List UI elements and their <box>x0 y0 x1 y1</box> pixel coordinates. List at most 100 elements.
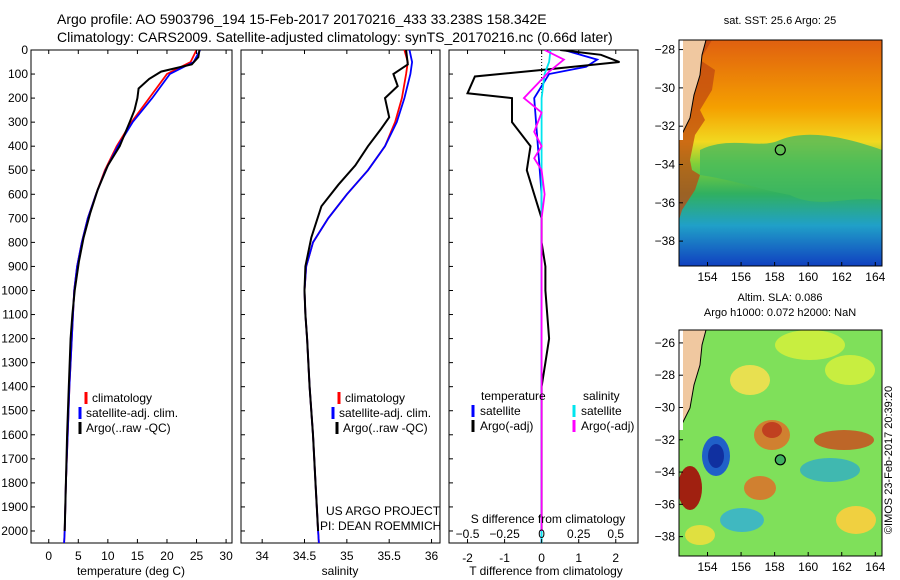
sla-anomaly-low <box>800 458 860 482</box>
x-tick-label: 25 <box>190 549 204 563</box>
sla-anomaly-high <box>679 466 702 510</box>
lat-tick-label: −26 <box>655 336 676 350</box>
pi-label: PI: DEAN ROEMMICH <box>320 519 441 533</box>
lat-tick-label: −32 <box>655 119 676 133</box>
sst-lon-ticks: 154 156 158 160 162 164 <box>698 262 886 284</box>
sla-anomaly-low <box>708 444 724 468</box>
s-tick-label: 0 <box>538 527 545 541</box>
y-tick-label: 2000 <box>1 524 28 538</box>
lon-tick-label: 162 <box>832 560 852 574</box>
x-tick-label: 36 <box>425 549 439 563</box>
sla-map-panel: Altim. SLA: 0.086 Argo h1000: 0.072 h200… <box>655 292 886 574</box>
difference-series-group <box>466 50 620 543</box>
lon-tick-label: 160 <box>798 270 818 284</box>
y-tick-label: 100 <box>8 67 28 81</box>
sst-lat-ticks: −28 −30 −32 −34 −36 −38 <box>655 43 683 248</box>
y-tick-label: 1400 <box>1 380 28 394</box>
x-tick-label: 30 <box>219 549 233 563</box>
lon-tick-label: 160 <box>798 560 818 574</box>
x-tick-label: 20 <box>160 549 174 563</box>
s-diff-ticks: −0.5 −0.25 0 0.25 0.5 <box>456 527 625 541</box>
sst-map-frame <box>678 39 883 267</box>
y-tick-label: 1000 <box>1 283 28 297</box>
salinity-series-group <box>303 50 414 543</box>
difference-panel: -2 -1 0 1 2 −0.5 −0.25 0 0.25 0.5 S difference f… <box>448 49 639 578</box>
x-tick-label: 0 <box>45 549 52 563</box>
sst-argo-marker <box>774 144 786 156</box>
x-tick-label: 35 <box>340 549 354 563</box>
y-tick-label: 500 <box>8 163 28 177</box>
temperature-panel: 0 5 10 15 20 25 30 0 100 200 300 400 500 600 700 800 90… <box>1 43 233 578</box>
y-tick-label: 600 <box>8 187 28 201</box>
sla-blob <box>836 506 876 534</box>
sla-argo-marker <box>774 454 786 466</box>
series-argo-raw-qc- <box>63 50 201 532</box>
lat-tick-label: −28 <box>655 368 676 382</box>
legend-climatology-label: climatology <box>345 391 405 405</box>
legend-s-argo-label: Argo(-adj) <box>581 419 634 433</box>
sst-map-panel: sat. SST: 25.6 Argo: 25 154 156 158 160 162 1… <box>655 15 886 284</box>
sla-blob <box>775 330 845 360</box>
sst-nodata-strip <box>679 40 683 140</box>
lat-tick-label: −30 <box>655 81 676 95</box>
lon-tick-label: 162 <box>832 270 852 284</box>
series-t-satellite <box>533 50 600 543</box>
y-tick-label: 1100 <box>2 308 28 322</box>
temperature-x-label: temperature (deg C) <box>77 564 185 578</box>
y-tick-label: 300 <box>8 115 28 129</box>
sla-nodata-strip <box>679 330 683 430</box>
s-tick-label: 0.25 <box>567 527 591 541</box>
y-tick-label: 400 <box>8 139 28 153</box>
t-diff-label: T difference from climatology <box>469 564 623 578</box>
sla-title-line2: Argo h1000: 0.072 h2000: NaN <box>704 307 856 319</box>
sla-lon-ticks: 154 156 158 160 162 164 <box>698 552 886 574</box>
sla-anomaly-high <box>744 476 776 500</box>
legend-satellite-label: satellite-adj. clim. <box>86 406 178 420</box>
lon-tick-label: 158 <box>765 270 785 284</box>
t-diff-x-ticks: -2 -1 0 1 2 <box>449 49 619 565</box>
series-satellite-adj-clim- <box>303 50 414 543</box>
y-tick-label: 0 <box>21 43 28 57</box>
salinity-panel: 34 34.5 35 35.5 36 salinity climatology sate… <box>240 49 441 578</box>
x-tick-label: 35.5 <box>378 549 402 563</box>
x-tick-label: 10 <box>101 549 115 563</box>
figure-title-line2: Climatology: CARS2009. Satellite-adjuste… <box>57 29 613 45</box>
sst-map-title: sat. SST: 25.6 Argo: 25 <box>724 15 837 27</box>
sla-blob <box>825 355 875 385</box>
lat-tick-label: −32 <box>655 433 676 447</box>
lat-tick-label: −38 <box>655 530 676 544</box>
sla-anomaly-high <box>814 430 874 450</box>
legend-temperature-header: temperature <box>481 389 546 403</box>
legend-salinity-header: salinity <box>583 389 620 403</box>
legend-argo-label: Argo(..raw -QC) <box>86 421 171 435</box>
lat-tick-label: −36 <box>655 196 676 210</box>
y-tick-label: 1200 <box>1 332 28 346</box>
legend-t-argo-label: Argo(-adj) <box>480 419 533 433</box>
sst-land-australia <box>679 40 706 140</box>
y-tick-label: 200 <box>8 91 28 105</box>
y-tick-label: 800 <box>8 235 28 249</box>
salinity-legend: climatology satellite-adj. clim. Argo(..… <box>331 391 431 435</box>
x-tick-label: 15 <box>131 549 145 563</box>
sla-land-australia <box>679 330 706 430</box>
lon-tick-label: 164 <box>865 270 885 284</box>
difference-legend: temperature salinity satellite Argo(-adj… <box>471 389 634 433</box>
sla-map-frame <box>678 329 883 557</box>
x-tick-label: 1 <box>575 551 582 565</box>
sst-coastline <box>679 40 707 141</box>
temperature-axes-frame <box>30 49 233 544</box>
sla-blob <box>730 365 770 395</box>
temperature-x-ticks: 0 5 10 15 20 25 30 <box>45 50 233 563</box>
series-t-argo-adj- <box>466 50 620 531</box>
imos-timestamp: ©IMOS 23-Feb-2017 20:39:20 <box>883 386 895 534</box>
x-tick-label: -1 <box>499 551 510 565</box>
sla-coastline <box>679 330 707 431</box>
lat-tick-label: −34 <box>655 157 676 171</box>
lat-tick-label: −30 <box>655 400 676 414</box>
s-tick-label: 0.5 <box>607 527 624 541</box>
sla-title-line1: Altim. SLA: 0.086 <box>738 292 823 304</box>
series-s-argo-adj- <box>522 50 566 531</box>
y-tick-label: 1800 <box>1 476 28 490</box>
legend-satellite-label: satellite-adj. clim. <box>339 406 431 420</box>
temperature-legend: climatology satellite-adj. clim. Argo(..… <box>78 391 178 435</box>
